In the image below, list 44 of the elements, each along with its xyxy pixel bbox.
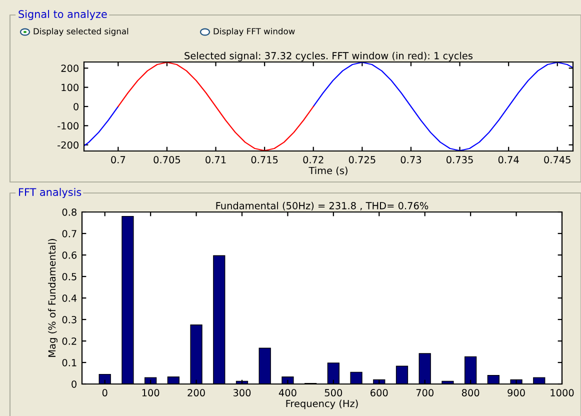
y-axis-title: Mag (% of Fundamental)	[48, 239, 58, 357]
x-axis-title: Time (s)	[308, 166, 348, 176]
x-tick-label: 200	[188, 389, 205, 396]
y-tick-label: 0.3	[62, 316, 76, 324]
x-axis-title: Frequency (Hz)	[286, 400, 358, 410]
x-tick-label: 800	[462, 389, 480, 396]
y-tick-label: 0	[72, 380, 76, 388]
x-tick-label: 100	[142, 389, 160, 396]
y-tick-label: 0	[74, 102, 78, 110]
y-tick-label: 200	[61, 64, 78, 72]
x-tick-label: 0.73	[400, 156, 422, 164]
chart-title: Selected signal: 37.32 cycles. FFT window (in red): 1 cycles	[184, 52, 473, 62]
x-tick-label: 0.725	[348, 156, 376, 164]
x-tick-label: 0.735	[446, 156, 473, 164]
x-tick-label: 300	[233, 389, 251, 396]
y-tick-label: 100	[62, 84, 78, 92]
text: Display selected signal	[34, 28, 128, 36]
x-tick-label: 500	[324, 389, 342, 396]
x-tick-label: 0	[102, 389, 108, 396]
x-tick-label: 0.745	[544, 156, 570, 164]
x-tick-label: 0.72	[303, 156, 324, 164]
chart-title: Fundamental (50Hz) = 231.8 , THD= 0.76%	[216, 202, 428, 211]
y-tick-label: -100	[58, 122, 78, 130]
y-tick-label: -200	[58, 141, 78, 149]
y-tick-label: 0.6	[62, 251, 77, 259]
y-tick-label: 0.2	[62, 337, 76, 345]
y-tick-label: 0.8	[62, 208, 76, 216]
x-tick-label: 0.74	[498, 156, 519, 164]
y-tick-label: 0.5	[62, 272, 76, 280]
y-tick-label: 0.7	[62, 230, 76, 238]
x-tick-label: 400	[278, 389, 296, 396]
x-tick-label: 700	[416, 389, 434, 396]
text: Display FFT window	[214, 28, 295, 36]
x-tick-label: 600	[370, 389, 388, 396]
x-tick-label: 0.715	[251, 156, 278, 164]
x-tick-label: 0.705	[154, 156, 180, 164]
x-tick-label: 900	[508, 389, 525, 396]
text: Signal to analyze	[18, 10, 107, 20]
x-tick-label: 0.71	[206, 156, 226, 164]
text: FFT analysis	[19, 188, 82, 198]
y-tick-label: 0.4	[62, 294, 77, 302]
x-tick-label: 0.7	[111, 156, 126, 164]
y-tick-label: 0.1	[62, 358, 76, 366]
x-tick-label: 1000	[550, 389, 574, 396]
